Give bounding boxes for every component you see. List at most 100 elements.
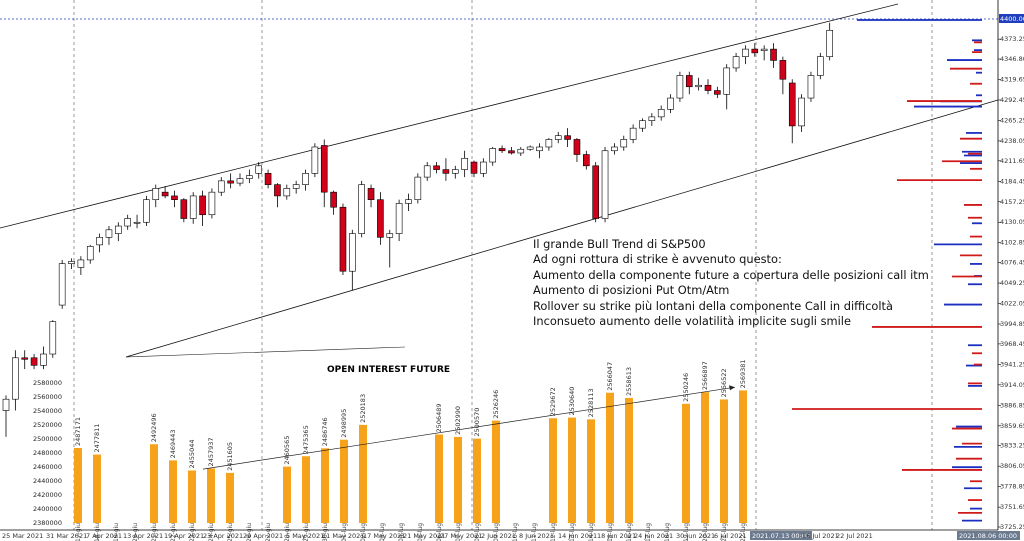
oi-y-tick: 2440000: [33, 477, 62, 485]
candle-body: [770, 48, 777, 61]
candle-body: [779, 60, 787, 80]
oi-category-label: 14-lug: [588, 523, 595, 541]
oi-bar: [682, 403, 690, 523]
x-tick-label: 13 Apr 2021: [123, 532, 163, 540]
candle-body: [377, 199, 384, 238]
crosshair-date-bg: [750, 531, 812, 540]
oi-bar: [74, 447, 82, 523]
oi-category-label: 09-lug: [493, 523, 500, 541]
candle-body: [96, 237, 103, 246]
candle-body: [133, 221, 141, 224]
oi-category-label: 02-lug: [360, 523, 367, 541]
oi-category-label: 12-lug: [550, 523, 557, 541]
oi-bar-value: 2528113: [587, 388, 595, 417]
oi-y-tick: 2540000: [33, 407, 62, 415]
candle-body: [274, 184, 281, 197]
candle-body: [442, 169, 450, 174]
oi-category-label: 20-giu: [132, 523, 139, 541]
annotation-line: Il grande Bull Trend di S&P500: [533, 237, 706, 251]
candle-body: [143, 199, 150, 223]
candle-body: [714, 90, 721, 95]
oi-bar-value: 2475365: [302, 425, 310, 454]
annotation-line: Ad ogni rottura di strike è avvenuto que…: [533, 252, 782, 267]
candle-body: [480, 161, 487, 174]
oi-bar-value: 2477811: [93, 424, 101, 453]
oi-bar-value: 2530640: [568, 387, 576, 416]
candle-body: [255, 165, 263, 174]
y-tick-label: 4130.05: [1000, 218, 1024, 226]
oi-category-label: 16-lug: [626, 523, 633, 541]
oi-trend-arrow: [729, 385, 735, 391]
oi-bar: [549, 418, 557, 523]
candle-body: [86, 246, 94, 261]
candle-body: [311, 146, 319, 174]
candle-body: [732, 56, 740, 69]
oi-bar: [454, 436, 462, 523]
oi-bar-value: 2566897: [701, 361, 709, 390]
oi-y-tick: 2400000: [33, 505, 62, 513]
candle-body: [423, 165, 431, 178]
candle-body: [124, 218, 131, 227]
y-tick-label: 4157.25: [1000, 198, 1024, 206]
candle-body: [723, 67, 731, 95]
oi-category-label: 17-lug: [645, 523, 652, 541]
candle-body: [564, 135, 571, 140]
oi-category-label: 03-lug: [379, 523, 386, 541]
oi-bar: [739, 390, 747, 523]
oi-category-label: 23-giu: [189, 523, 196, 541]
y-tick-label: 4319.65: [1000, 75, 1024, 83]
corner-date-label: 2021.08.06 00:00: [959, 532, 1017, 540]
oi-chart-title: OPEN INTEREST FUTURE: [327, 365, 451, 375]
oi-category-label: 15-lug: [607, 523, 614, 541]
x-tick-label: 14 Jun 2021: [558, 532, 597, 540]
y-tick-label: 3751.65: [1000, 503, 1024, 511]
x-tick-label: 5 May 2021: [286, 532, 324, 540]
candle-body: [695, 84, 702, 88]
candle-body: [283, 188, 291, 197]
x-tick-label: 6 Jul 2021: [714, 532, 747, 540]
candle-body: [667, 97, 674, 110]
annotation-line: Aumento di posizioni Put Otm/Atm: [533, 283, 730, 298]
candle-body: [189, 195, 197, 219]
y-tick-label: 4292.45: [1000, 96, 1024, 104]
candle-body: [526, 146, 534, 150]
oi-category-label: 11-lug: [531, 523, 538, 541]
oi-bar: [720, 399, 728, 523]
oi-bar: [169, 460, 177, 523]
oi-bar: [188, 470, 196, 523]
candle-body: [405, 199, 412, 204]
oi-bar-value: 2558613: [625, 367, 633, 396]
oi-category-label: 06-lug: [436, 523, 443, 541]
candlestick-series: [2, 22, 833, 437]
open-interest-chart: 2580000 2560000 2540000 2520000 2500000 24800…: [33, 346, 747, 541]
candle-body: [349, 233, 356, 272]
oi-bar: [283, 466, 291, 523]
x-tick-label: 19 Apr 2021: [164, 532, 204, 540]
oi-category-label: 24-giu: [208, 523, 215, 541]
oi-bar-value: 2506489: [435, 404, 443, 433]
annotation-text: Il grande Bull Trend di S&P500 Ad ogni r…: [533, 237, 929, 329]
candle-body: [358, 184, 365, 234]
x-tick-label: 30 Jun 2021: [676, 532, 715, 540]
oi-bar: [302, 456, 310, 523]
candle-body: [49, 321, 57, 355]
oi-bar-value: 2455044: [188, 440, 196, 469]
oi-bar-value: 2526246: [492, 390, 500, 419]
y-tick-label: 3833.25: [1000, 442, 1024, 450]
oi-bar-value: 2486746: [321, 417, 329, 446]
x-tick-label: 31 Mar 2021: [46, 532, 87, 540]
oi-bar: [625, 397, 633, 523]
candle-body: [639, 120, 646, 129]
oi-bar: [321, 448, 329, 523]
candle-body: [58, 263, 66, 306]
oi-bar: [93, 454, 101, 523]
candle-body: [798, 97, 805, 127]
candle-body: [807, 75, 815, 99]
candle-body: [68, 261, 75, 264]
oi-bar-value: 2498995: [340, 409, 348, 438]
oi-category-label: 19-giu: [113, 523, 120, 541]
y-tick-label: 3806.05: [1000, 462, 1024, 470]
candle-body: [395, 203, 403, 234]
oi-category-label: 17-giu: [75, 523, 82, 541]
